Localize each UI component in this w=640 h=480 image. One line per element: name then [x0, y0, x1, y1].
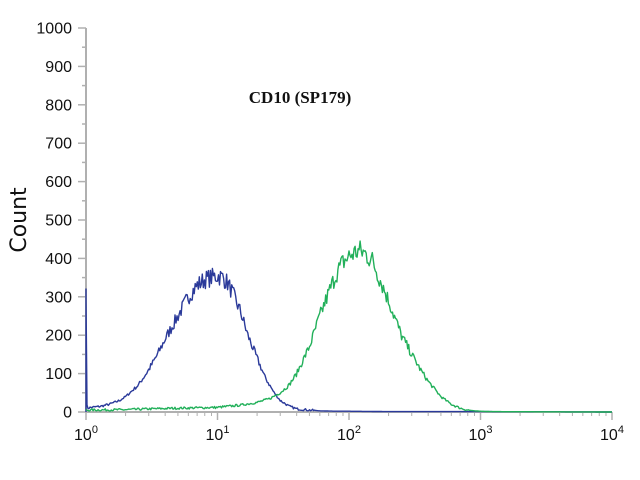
- y-tick-label: 500: [45, 213, 72, 230]
- y-axis-label: Count: [7, 187, 32, 253]
- y-tick-label: 700: [45, 136, 72, 153]
- y-tick-label: 200: [45, 328, 72, 345]
- series-layer: [85, 240, 612, 413]
- axes: [78, 27, 613, 420]
- series-2-line: [85, 240, 612, 413]
- y-tick-label: 300: [45, 289, 72, 306]
- y-tick-label: 400: [45, 251, 72, 268]
- x-tick-label: 100: [74, 424, 98, 444]
- x-tick-label: 102: [337, 424, 361, 444]
- chart-title: CD10 (SP179): [249, 88, 351, 107]
- y-tick-label: 900: [45, 59, 72, 76]
- y-tick-label: 600: [45, 174, 72, 191]
- y-tick-label: 1000: [36, 21, 72, 38]
- y-tick-label: 100: [45, 366, 72, 383]
- x-tick-label: 104: [600, 424, 624, 444]
- x-tick-label: 101: [206, 424, 230, 444]
- y-tick-label: 800: [45, 97, 72, 114]
- series-1-line: [85, 267, 612, 413]
- y-tick-label: 0: [63, 405, 72, 422]
- x-tick-label: 103: [469, 424, 493, 444]
